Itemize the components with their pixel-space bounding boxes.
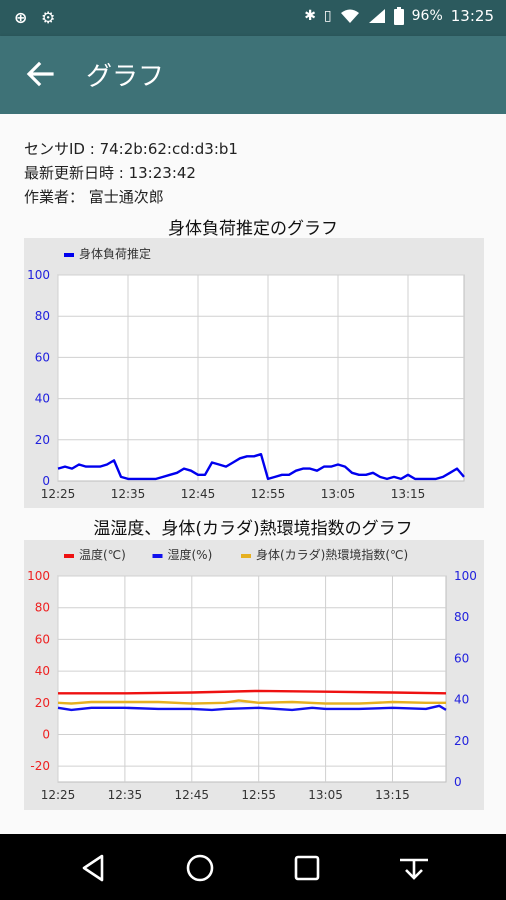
x-tick-label: 12:55 — [241, 788, 276, 802]
y-tick-label: 40 — [35, 664, 50, 678]
x-tick-label: 13:15 — [375, 788, 410, 802]
series-line — [58, 689, 447, 695]
app-bar: グラフ — [0, 36, 506, 114]
y-tick-label: 20 — [35, 696, 50, 710]
battery-percent: 96% — [411, 8, 443, 24]
y-tick-label: 20 — [35, 433, 50, 447]
legend-swatch — [64, 253, 74, 257]
temperature-humidity-chart: 温度(℃) 湿度(%) 身体(カラダ)熱環境指数(℃) 12:25 12:35 12:45… — [27, 547, 477, 802]
x-tick-label: 13:05 — [321, 487, 356, 501]
body-load-chart: 身体負荷推定 12:25 12:35 12:45 12:55 13:05 13:15 0 20 4… — [27, 246, 465, 501]
bluetooth-icon: ✱ — [304, 8, 316, 24]
y-right-tick-label: 100 — [454, 569, 477, 583]
plot-area — [57, 274, 465, 482]
chart1-title: 身体負荷推定のグラフ — [168, 219, 338, 239]
series-line — [57, 452, 465, 481]
y-tick-label: 100 — [27, 569, 50, 583]
y-tick-label: 80 — [35, 309, 50, 323]
x-tick-label: 13:05 — [308, 788, 343, 802]
y-right-tick-label: 20 — [454, 734, 469, 748]
x-tick-label: 12:25 — [41, 487, 76, 501]
notification-icons: ⊕ ⚙ — [14, 8, 60, 27]
legend-swatch — [152, 554, 163, 558]
status-icons: ✱ ▯ 96% 13:25 — [304, 7, 494, 25]
wifi-icon — [340, 9, 359, 23]
last-update-text: 最新更新日時 : 13:23:42 — [24, 164, 196, 182]
chart2-container: 温度(℃) 湿度(%) 身体(カラダ)熱環境指数(℃) 12:25 12:35 12:45… — [24, 540, 484, 810]
chart1-container: 身体負荷推定 12:25 12:35 12:45 12:55 13:05 13:15 0 20 4… — [24, 238, 484, 508]
nav-hide-keyboard-icon[interactable] — [394, 848, 434, 888]
signal-icon — [368, 9, 385, 23]
y-right-tick-label: 60 — [454, 651, 469, 665]
back-arrow-icon[interactable] — [22, 56, 58, 92]
nav-back-icon[interactable] — [74, 848, 114, 888]
page-title: グラフ — [86, 62, 165, 92]
y-tick-label: -20 — [30, 759, 50, 773]
chart2-title: 温湿度、身体(カラダ)熱環境指数のグラフ — [93, 519, 413, 539]
x-tick-label: 12:35 — [108, 788, 143, 802]
operator-text: 作業者： 富士通次郎 — [24, 188, 164, 206]
y-tick-label: 0 — [42, 474, 50, 488]
nav-recents-icon[interactable] — [287, 848, 327, 888]
y-tick-label: 80 — [35, 601, 50, 615]
x-tick-label: 12:35 — [111, 487, 146, 501]
legend-label: 身体負荷推定 — [79, 246, 151, 261]
y-right-tick-label: 0 — [454, 775, 462, 789]
series-line — [57, 704, 447, 712]
y-tick-label: 60 — [35, 632, 50, 646]
x-tick-label: 12:45 — [174, 788, 209, 802]
main-content: センサID : 74:2b:62:cd:d3:b1 最新更新日時 : 13:23… — [0, 114, 506, 834]
y-tick-label: 100 — [27, 268, 50, 282]
x-tick-label: 12:55 — [251, 487, 286, 501]
y-right-tick-label: 80 — [454, 610, 469, 624]
x-tick-label: 12:25 — [41, 788, 76, 802]
status-bar: ⊕ ⚙ ✱ ▯ 96% 13:25 — [0, 0, 506, 36]
x-tick-label: 13:15 — [391, 487, 426, 501]
legend-swatch — [241, 554, 251, 558]
nav-home-icon[interactable] — [180, 848, 220, 888]
legend-swatch — [64, 554, 74, 558]
legend-label: 温度(℃) — [79, 547, 126, 562]
y-tick-label: 60 — [35, 350, 50, 364]
plot-area — [57, 575, 447, 783]
y-tick-label: 0 — [42, 727, 50, 741]
navigation-bar — [0, 834, 506, 900]
x-tick-label: 12:45 — [181, 487, 216, 501]
legend-label: 湿度(%) — [168, 547, 213, 562]
clock: 13:25 — [450, 7, 494, 25]
series-line — [57, 699, 446, 705]
vibrate-icon: ▯ — [323, 8, 332, 24]
battery-icon — [393, 7, 404, 25]
legend-label: 身体(カラダ)熱環境指数(℃) — [256, 547, 408, 562]
y-tick-label: 40 — [35, 392, 50, 406]
sensor-id-text: センサID : 74:2b:62:cd:d3:b1 — [24, 140, 238, 158]
y-right-tick-label: 40 — [454, 693, 469, 707]
